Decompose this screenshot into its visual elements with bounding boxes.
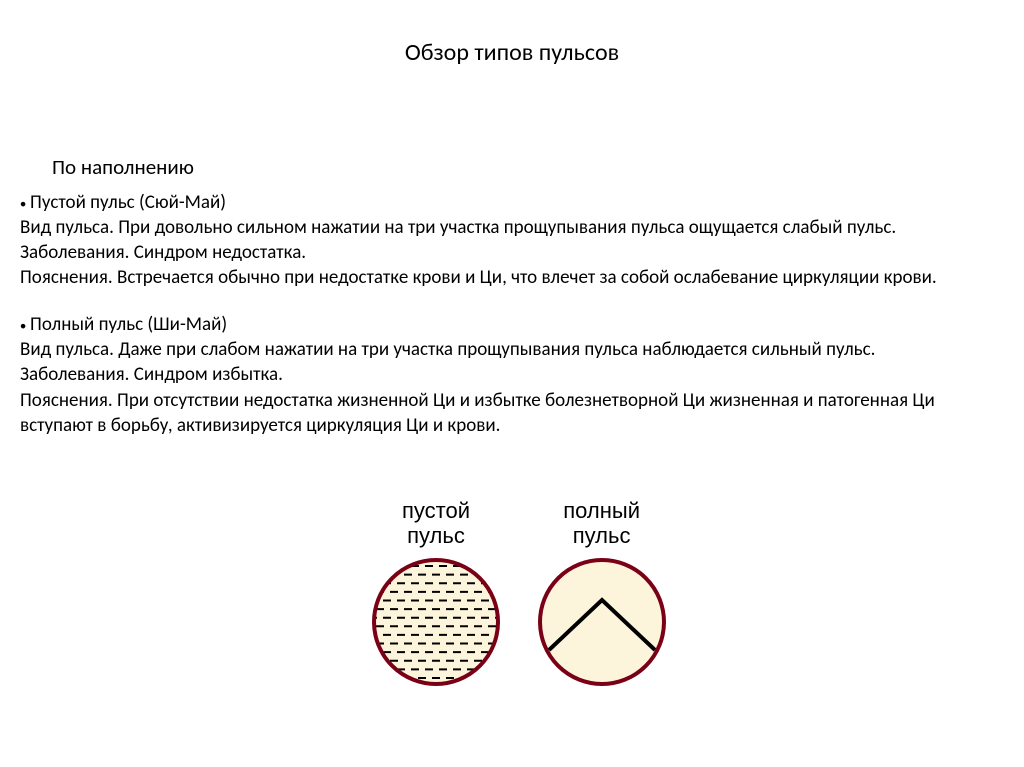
empty-line1: Вид пульса. При довольно сильном нажатии… — [20, 216, 896, 239]
full-line2: Заболевания. Синдром избытка. — [20, 363, 283, 386]
bullet-empty-heading: Пустой пульс (Сюй-Май) — [20, 191, 226, 214]
bullet-full-heading: Полный пульс (Ши-Май) — [20, 313, 227, 336]
full-line1: Вид пульса. Даже при слабом нажатии на т… — [20, 338, 875, 361]
empty-pulse-circle-icon — [369, 555, 503, 689]
full-line3: Пояснения. При отсутствии недостатка жиз… — [20, 389, 935, 437]
empty-line2: Заболевания. Синдром недостатка. — [20, 241, 306, 264]
full-pulse-circle-icon — [535, 555, 669, 689]
figure-empty-label: пустой пульс — [369, 498, 503, 549]
figure-empty-pulse: пустой пульс — [369, 498, 503, 689]
paragraph-full-pulse: Полный пульс (Ши-Май) Вид пульса. Даже п… — [20, 312, 1004, 437]
body-text: Пустой пульс (Сюй-Май) Вид пульса. При д… — [20, 190, 1004, 460]
empty-line3: Пояснения. Встречается обычно при недост… — [20, 266, 937, 289]
figure-full-label: полный пульс — [535, 498, 669, 549]
subsection-heading: По наполнению — [52, 154, 194, 180]
paragraph-empty-pulse: Пустой пульс (Сюй-Май) Вид пульса. При д… — [20, 190, 1004, 290]
figure-empty-label-line1: пустой — [402, 498, 470, 523]
figure-empty-label-line2: пульс — [407, 523, 465, 548]
figure-full-label-line1: полный — [563, 498, 640, 523]
figure-full-pulse: полный пульс — [535, 498, 669, 689]
page-title: Обзор типов пульсов — [0, 38, 1024, 67]
figure-full-label-line2: пульс — [573, 523, 631, 548]
diagram-area: пустой пульс полный пульс — [355, 498, 695, 728]
